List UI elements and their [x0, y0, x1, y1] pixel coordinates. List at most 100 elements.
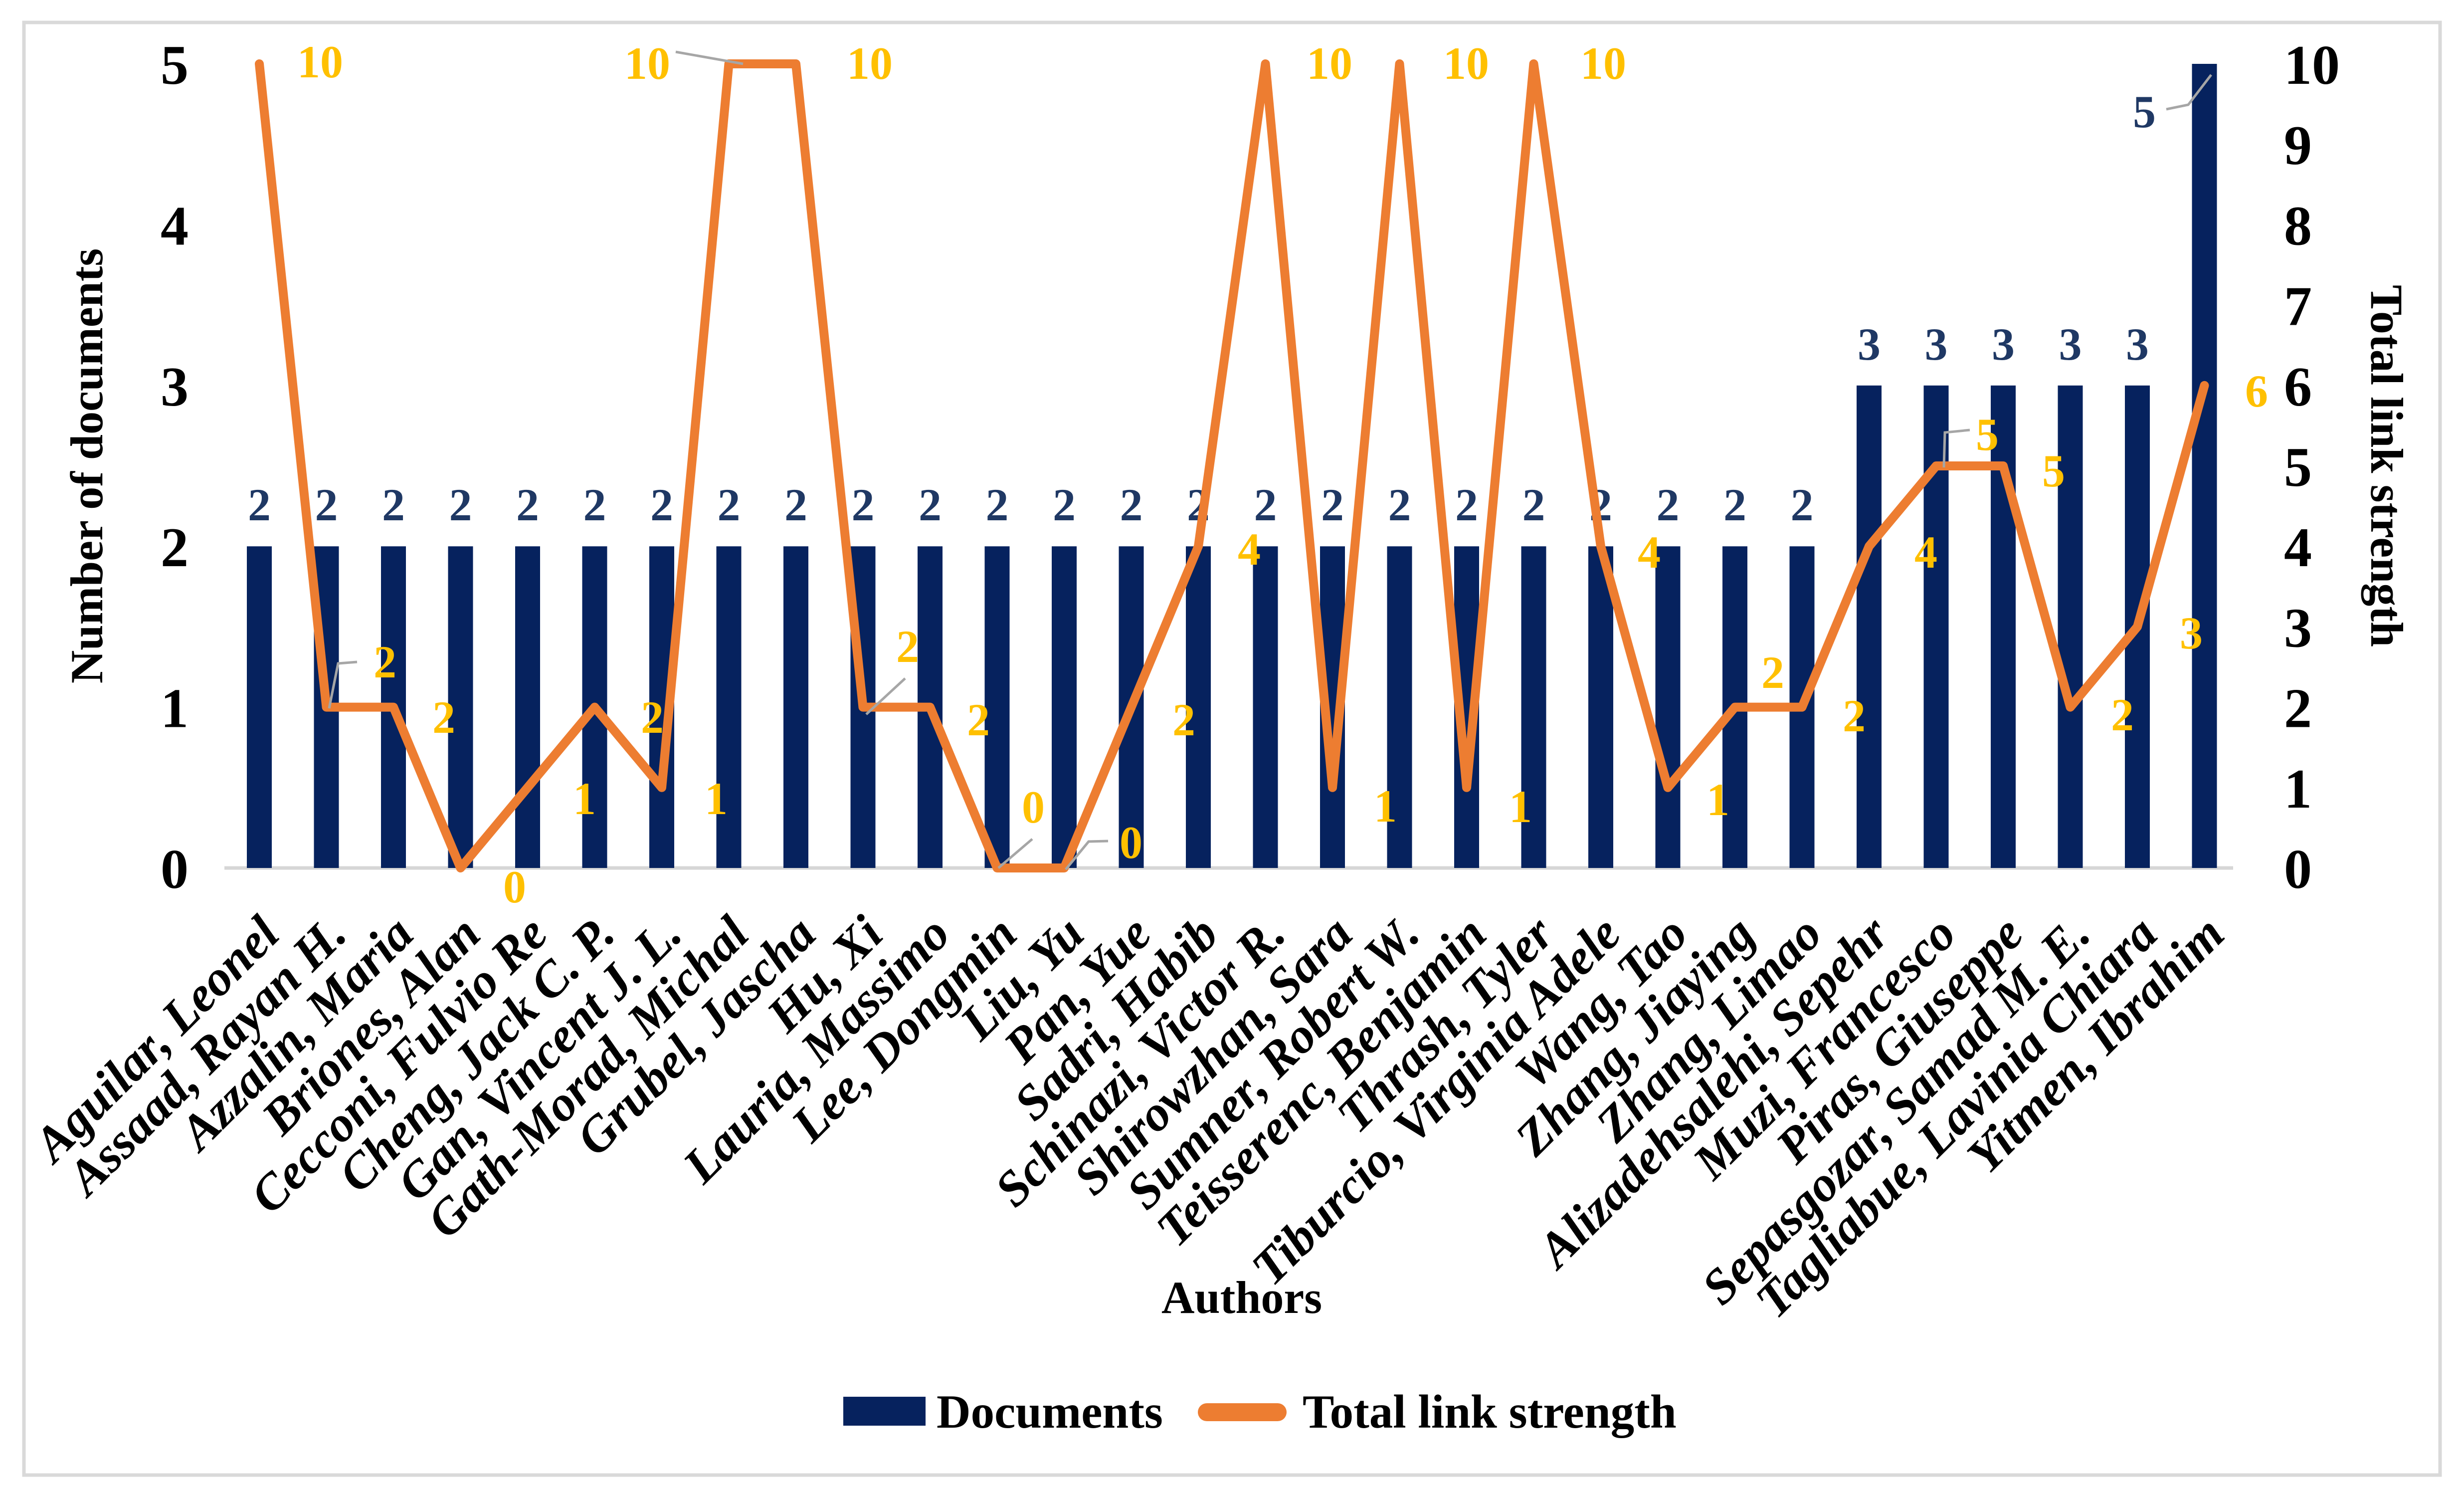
- total-link-strength-line: [255, 59, 2209, 872]
- line-label-leader-Hu, Xi: [865, 677, 906, 715]
- line-label-Gath-Morad, Michal: 10: [624, 38, 670, 89]
- line-label-Tagliabue, Lavinia Chiara: 3: [2180, 608, 2203, 658]
- bar-label-Muzi, Francesco: 3: [1925, 319, 1948, 370]
- legend-documents-label: Documents: [937, 1385, 1163, 1438]
- bar-Schinazi, Victor R.: [1253, 546, 1278, 868]
- bar-label-Yitmen, Ibrahim: 5: [2133, 86, 2156, 137]
- left-axis-tick-1: 1: [161, 678, 189, 740]
- right-axis-tick-6: 6: [2284, 356, 2312, 418]
- left-axis-tick-3: 3: [161, 356, 189, 418]
- line-label-Shirowzhan, Sara: 1: [1374, 781, 1397, 832]
- bar-label-Liu, Yu: 2: [1053, 479, 1076, 530]
- line-label-leader-Assaad, Rayan H.: [328, 660, 358, 709]
- bar-label-Tagliabue, Lavinia Chiara: 3: [2126, 319, 2149, 370]
- bar-label-Hu, Xi: 2: [852, 479, 875, 530]
- bar-label-Thrash, Tyler: 2: [1522, 479, 1545, 530]
- bar-Sepasgozar, Samad M. E.: [2058, 385, 2083, 868]
- line-label-Aguilar, Leonel: 10: [297, 36, 343, 87]
- right-axis-tick-9: 9: [2284, 115, 2312, 177]
- bar-label-Piras, Giuseppe: 3: [1992, 319, 2015, 370]
- bar-Alizadehsalehi, Sepehr: [1857, 385, 1882, 868]
- bar-label-Schinazi, Victor R.: 2: [1254, 479, 1277, 530]
- bar-label-Aguilar, Leonel: 2: [248, 479, 271, 530]
- bar-label-Shirowzhan, Sara: 2: [1321, 479, 1344, 530]
- bar-label-Azzalin, Maria: 2: [382, 479, 405, 530]
- bar-Lee, Dongmin: [984, 546, 1010, 868]
- bar-Wang, Tao: [1655, 546, 1681, 868]
- bar-Sumner, Robert W.: [1387, 546, 1412, 868]
- line-label-Lauria, Massimo: 2: [967, 694, 990, 745]
- line-label-Lee, Dongmin: 0: [1022, 782, 1045, 833]
- bar-label-Assaad, Rayan H.: 2: [315, 479, 338, 530]
- chart-border: [22, 20, 2442, 1477]
- left-axis-tick-0: 0: [161, 839, 189, 900]
- line-label-Alizadehsalehi, Sepehr: 4: [1914, 527, 1937, 578]
- line-label-Thrash, Tyler: 10: [1580, 38, 1626, 89]
- bar-label-Briones, Alan: 2: [449, 479, 472, 530]
- left-axis-tick-5: 5: [161, 34, 189, 96]
- bar-label-Alizadehsalehi, Sepehr: 3: [1858, 319, 1881, 370]
- line-label-leader-Gath-Morad, Michal: [675, 50, 744, 65]
- right-axis-title: Total link strength: [2361, 285, 2412, 647]
- right-axis-tick-1: 1: [2284, 758, 2312, 820]
- left-axis-tick-2: 2: [161, 517, 189, 579]
- right-axis-tick-5: 5: [2284, 436, 2312, 498]
- bar-Yitmen, Ibrahim: [2192, 64, 2217, 868]
- line-label-Piras, Giuseppe: 5: [2042, 445, 2065, 496]
- line-label-Sumner, Robert W.: 10: [1443, 38, 1489, 89]
- bar-label-Lauria, Massimo: 2: [919, 479, 942, 530]
- right-axis-tick-4: 4: [2284, 517, 2312, 579]
- legend-documents-swatch: [843, 1397, 926, 1426]
- line-label-Cecconi, Fulvio Re: 1: [573, 773, 596, 824]
- bar-label-Teisserenc, Benjamin: 2: [1455, 479, 1478, 530]
- line-label-Pan, Yue: 2: [1172, 694, 1195, 745]
- line-label-leader-Lee, Dongmin: [997, 838, 1033, 869]
- bar-label-Wang, Tao: 2: [1657, 479, 1680, 530]
- bar-label-Zhang, Jiaying: 2: [1723, 479, 1746, 530]
- bar-Briones, Alan: [448, 546, 473, 868]
- line-label-Schinazi, Victor R.: 10: [1307, 38, 1352, 89]
- line-label-Zhang, Jiaying: 2: [1761, 647, 1784, 698]
- right-axis-tick-0: 0: [2284, 839, 2312, 900]
- line-label-Zhang, Limao: 2: [1843, 690, 1866, 741]
- bar-label-leader-Yitmen, Ibrahim: [2166, 74, 2212, 111]
- right-axis-tick-2: 2: [2284, 678, 2312, 740]
- left-axis-title: Number of documents: [61, 248, 112, 683]
- bar-label-Cheng, Jack C. P.: 2: [583, 479, 606, 530]
- bar-label-Sumner, Robert W.: 2: [1388, 479, 1411, 530]
- line-label-Hu, Xi: 2: [896, 621, 919, 672]
- bar-Grubel, Jascha: [783, 546, 808, 868]
- right-axis-tick-10: 10: [2284, 34, 2340, 96]
- line-label-leader-Muzi, Francesco: [1942, 428, 1970, 468]
- line-label-Cheng, Jack C. P.: 2: [641, 692, 664, 743]
- legend-total-link-strength-label: Total link strength: [1303, 1385, 1677, 1438]
- line-label-Grubel, Jascha: 10: [847, 38, 893, 89]
- bar-label-Cecconi, Fulvio Re: 2: [516, 479, 539, 530]
- bar-Liu, Yu: [1052, 546, 1077, 868]
- right-axis-tick-7: 7: [2284, 276, 2312, 338]
- bar-Cecconi, Fulvio Re: [515, 546, 540, 868]
- bar-Thrash, Tyler: [1521, 546, 1546, 868]
- legend-total-link-strength-swatch: [1198, 1403, 1287, 1421]
- bar-Tiburcio, Virginia Adele: [1588, 546, 1613, 868]
- bar-label-Zhang, Limao: 2: [1791, 479, 1814, 530]
- bar-label-Gath-Morad, Michal: 2: [718, 479, 741, 530]
- line-label-Assaad, Rayan H.: 2: [374, 637, 396, 687]
- bar-Sadri, Habib: [1186, 546, 1211, 868]
- bar-label-Grubel, Jascha: 2: [784, 479, 807, 530]
- line-label-Sadri, Habib: 4: [1238, 524, 1261, 575]
- line-label-Muzi, Francesco: 5: [1976, 409, 1999, 460]
- line-label-Tiburcio, Virginia Adele: 4: [1638, 527, 1661, 578]
- bar-Gath-Morad, Michal: [716, 546, 742, 868]
- line-label-leader-Liu, Yu: [1065, 840, 1109, 870]
- line-label-Azzalin, Maria: 2: [432, 692, 455, 743]
- bar-label-Pan, Yue: 2: [1120, 479, 1143, 530]
- right-axis-tick-8: 8: [2284, 195, 2312, 257]
- bar-label-Sepasgozar, Samad M. E.: 3: [2059, 319, 2082, 370]
- line-label-Yitmen, Ibrahim: 6: [2245, 366, 2268, 417]
- line-label-Liu, Yu: 0: [1120, 817, 1142, 868]
- bar-label-Gan, Vincent J. L.: 2: [650, 479, 673, 530]
- bar-label-Lee, Dongmin: 2: [986, 479, 1009, 530]
